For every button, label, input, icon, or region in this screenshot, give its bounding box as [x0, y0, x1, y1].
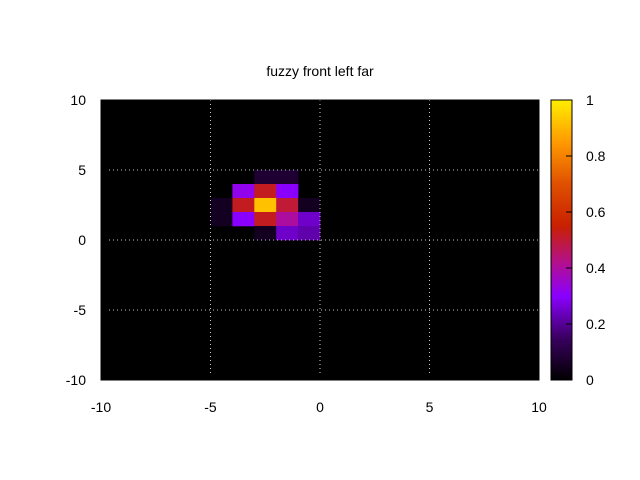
heatmap-cell — [276, 170, 299, 185]
x-tick-label: 5 — [426, 399, 434, 415]
colorbar-tick-label: 0.6 — [586, 204, 606, 220]
x-tick-label: -10 — [91, 399, 111, 415]
chart-title: fuzzy front left far — [266, 63, 374, 79]
heatmap-cell — [232, 212, 255, 227]
heatmap-cell — [254, 170, 277, 185]
heatmap-cell — [254, 198, 277, 213]
heatmap-cell — [254, 184, 277, 199]
colorbar-tick-label: 0.4 — [586, 260, 606, 276]
y-axis-ticks: 10 5 0 -5 -10 — [66, 92, 107, 388]
x-tick-label: -5 — [204, 399, 217, 415]
y-tick-label: 0 — [78, 232, 86, 248]
heatmap-cell — [254, 212, 277, 227]
heatmap-cell — [276, 212, 299, 227]
x-tick-label: 0 — [316, 399, 324, 415]
heatmap-cell — [210, 198, 233, 213]
colorbar-tick-label: 1 — [586, 92, 594, 108]
heatmap-cell — [298, 226, 321, 241]
x-tick-label: 10 — [531, 399, 547, 415]
x-axis-ticks: -10 -5 0 5 10 — [91, 374, 547, 415]
y-tick-label: -5 — [74, 302, 87, 318]
heatmap-cell — [276, 184, 299, 199]
heatmap-cell — [276, 198, 299, 213]
colorbar-tick-label: 0.8 — [586, 148, 606, 164]
heatmap-cell — [254, 226, 277, 241]
heatmap-cell — [276, 226, 299, 241]
colorbar-tick-label: 0.2 — [586, 316, 606, 332]
heatmap-cell — [232, 184, 255, 199]
colorbar-ticks: 1 0.8 0.6 0.4 0.2 0 — [566, 92, 606, 388]
y-tick-label: -10 — [66, 372, 86, 388]
heatmap-cell — [298, 198, 321, 213]
y-tick-label: 10 — [70, 92, 86, 108]
heatmap-cells — [210, 170, 321, 241]
colorbar-tick-label: 0 — [586, 372, 594, 388]
heatmap-cell — [232, 198, 255, 213]
colorbar — [550, 99, 573, 381]
heatmap-cell — [210, 212, 233, 227]
grid-lines — [101, 100, 539, 380]
y-tick-label: 5 — [78, 162, 86, 178]
heatmap-cell — [298, 212, 321, 227]
